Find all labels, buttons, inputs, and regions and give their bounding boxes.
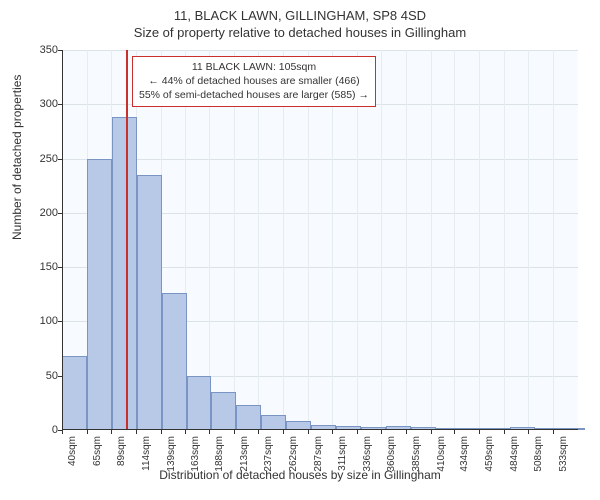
x-tick-mark — [332, 430, 333, 434]
x-tick-mark — [406, 430, 407, 434]
annotation-line: 55% of semi-detached houses are larger (… — [139, 88, 369, 102]
x-tick-mark — [258, 430, 259, 434]
x-tick-mark — [454, 430, 455, 434]
x-tick-mark — [62, 430, 63, 434]
histogram-bar — [87, 159, 112, 430]
x-tick-mark — [161, 430, 162, 434]
y-tick-label: 250 — [18, 153, 58, 165]
x-tick-label: 287sqm — [313, 436, 323, 472]
y-tick-label: 300 — [18, 98, 58, 110]
histogram-bar — [137, 175, 162, 430]
y-tick-label: 200 — [18, 207, 58, 219]
gridline-vertical — [308, 50, 309, 430]
x-tick-label: 360sqm — [386, 436, 396, 472]
x-tick-label: 459sqm — [484, 436, 494, 472]
property-marker-line — [126, 50, 128, 430]
x-tick-label: 213sqm — [239, 436, 249, 472]
x-tick-label: 336sqm — [362, 436, 372, 472]
x-tick-mark — [308, 430, 309, 434]
x-tick-mark — [234, 430, 235, 434]
gridline-vertical — [381, 50, 382, 430]
gridline-vertical — [454, 50, 455, 430]
histogram-bar — [162, 293, 187, 430]
histogram-bar — [236, 405, 261, 430]
plot-region: 11 BLACK LAWN: 105sqm← 44% of detached h… — [62, 50, 578, 430]
gridline-vertical — [332, 50, 333, 430]
x-tick-mark — [111, 430, 112, 434]
histogram-bar — [62, 356, 87, 430]
gridline-vertical — [553, 50, 554, 430]
gridline-vertical — [234, 50, 235, 430]
x-tick-label: 163sqm — [190, 436, 200, 472]
x-tick-label: 139sqm — [166, 436, 176, 472]
annotation-line: 11 BLACK LAWN: 105sqm — [139, 60, 369, 74]
gridline-vertical — [258, 50, 259, 430]
histogram-bar — [187, 376, 212, 430]
gridline-vertical — [283, 50, 284, 430]
x-tick-label: 508sqm — [533, 436, 543, 472]
histogram-bar — [211, 392, 236, 430]
gridline-vertical — [504, 50, 505, 430]
x-tick-mark — [479, 430, 480, 434]
x-tick-mark — [553, 430, 554, 434]
y-tick-label: 50 — [18, 370, 58, 382]
x-tick-label: 385sqm — [411, 436, 421, 472]
y-tick-label: 150 — [18, 261, 58, 273]
x-tick-mark — [87, 430, 88, 434]
y-tick-label: 0 — [18, 424, 58, 436]
y-tick-label: 100 — [18, 315, 58, 327]
x-tick-label: 188sqm — [214, 436, 224, 472]
x-tick-mark — [528, 430, 529, 434]
x-tick-label: 237sqm — [263, 436, 273, 472]
histogram-bar — [112, 117, 137, 430]
x-tick-label: 114sqm — [141, 436, 151, 471]
x-tick-mark — [357, 430, 358, 434]
x-tick-mark — [185, 430, 186, 434]
gridline-vertical — [209, 50, 210, 430]
x-tick-label: 65sqm — [92, 436, 102, 466]
x-tick-mark — [136, 430, 137, 434]
y-tick-label: 350 — [18, 44, 58, 56]
x-tick-label: 533sqm — [558, 436, 568, 472]
annotation-line: ← 44% of detached houses are smaller (46… — [139, 74, 369, 88]
x-tick-label: 89sqm — [116, 436, 126, 466]
gridline-vertical — [431, 50, 432, 430]
x-tick-mark — [431, 430, 432, 434]
x-tick-mark — [381, 430, 382, 434]
x-tick-mark — [283, 430, 284, 434]
histogram-bar — [261, 415, 286, 430]
chart-area: 11 BLACK LAWN: 105sqm← 44% of detached h… — [62, 50, 578, 430]
x-tick-label: 484sqm — [509, 436, 519, 472]
chart-title-address: 11, BLACK LAWN, GILLINGHAM, SP8 4SD — [0, 0, 600, 25]
x-tick-label: 311sqm — [337, 436, 347, 471]
x-tick-mark — [209, 430, 210, 434]
gridline-vertical — [528, 50, 529, 430]
x-tick-label: 434sqm — [459, 436, 469, 472]
chart-subtitle: Size of property relative to detached ho… — [0, 25, 600, 42]
gridline-horizontal — [62, 159, 578, 160]
x-tick-mark — [504, 430, 505, 434]
x-axis-line — [62, 429, 578, 430]
gridline-vertical — [479, 50, 480, 430]
x-tick-label: 262sqm — [288, 436, 298, 472]
x-tick-label: 40sqm — [67, 436, 77, 466]
y-axis-line — [62, 50, 63, 430]
gridline-vertical — [357, 50, 358, 430]
annotation-box: 11 BLACK LAWN: 105sqm← 44% of detached h… — [132, 56, 376, 107]
gridline-horizontal — [62, 50, 578, 51]
gridline-vertical — [406, 50, 407, 430]
x-tick-label: 410sqm — [436, 436, 446, 472]
